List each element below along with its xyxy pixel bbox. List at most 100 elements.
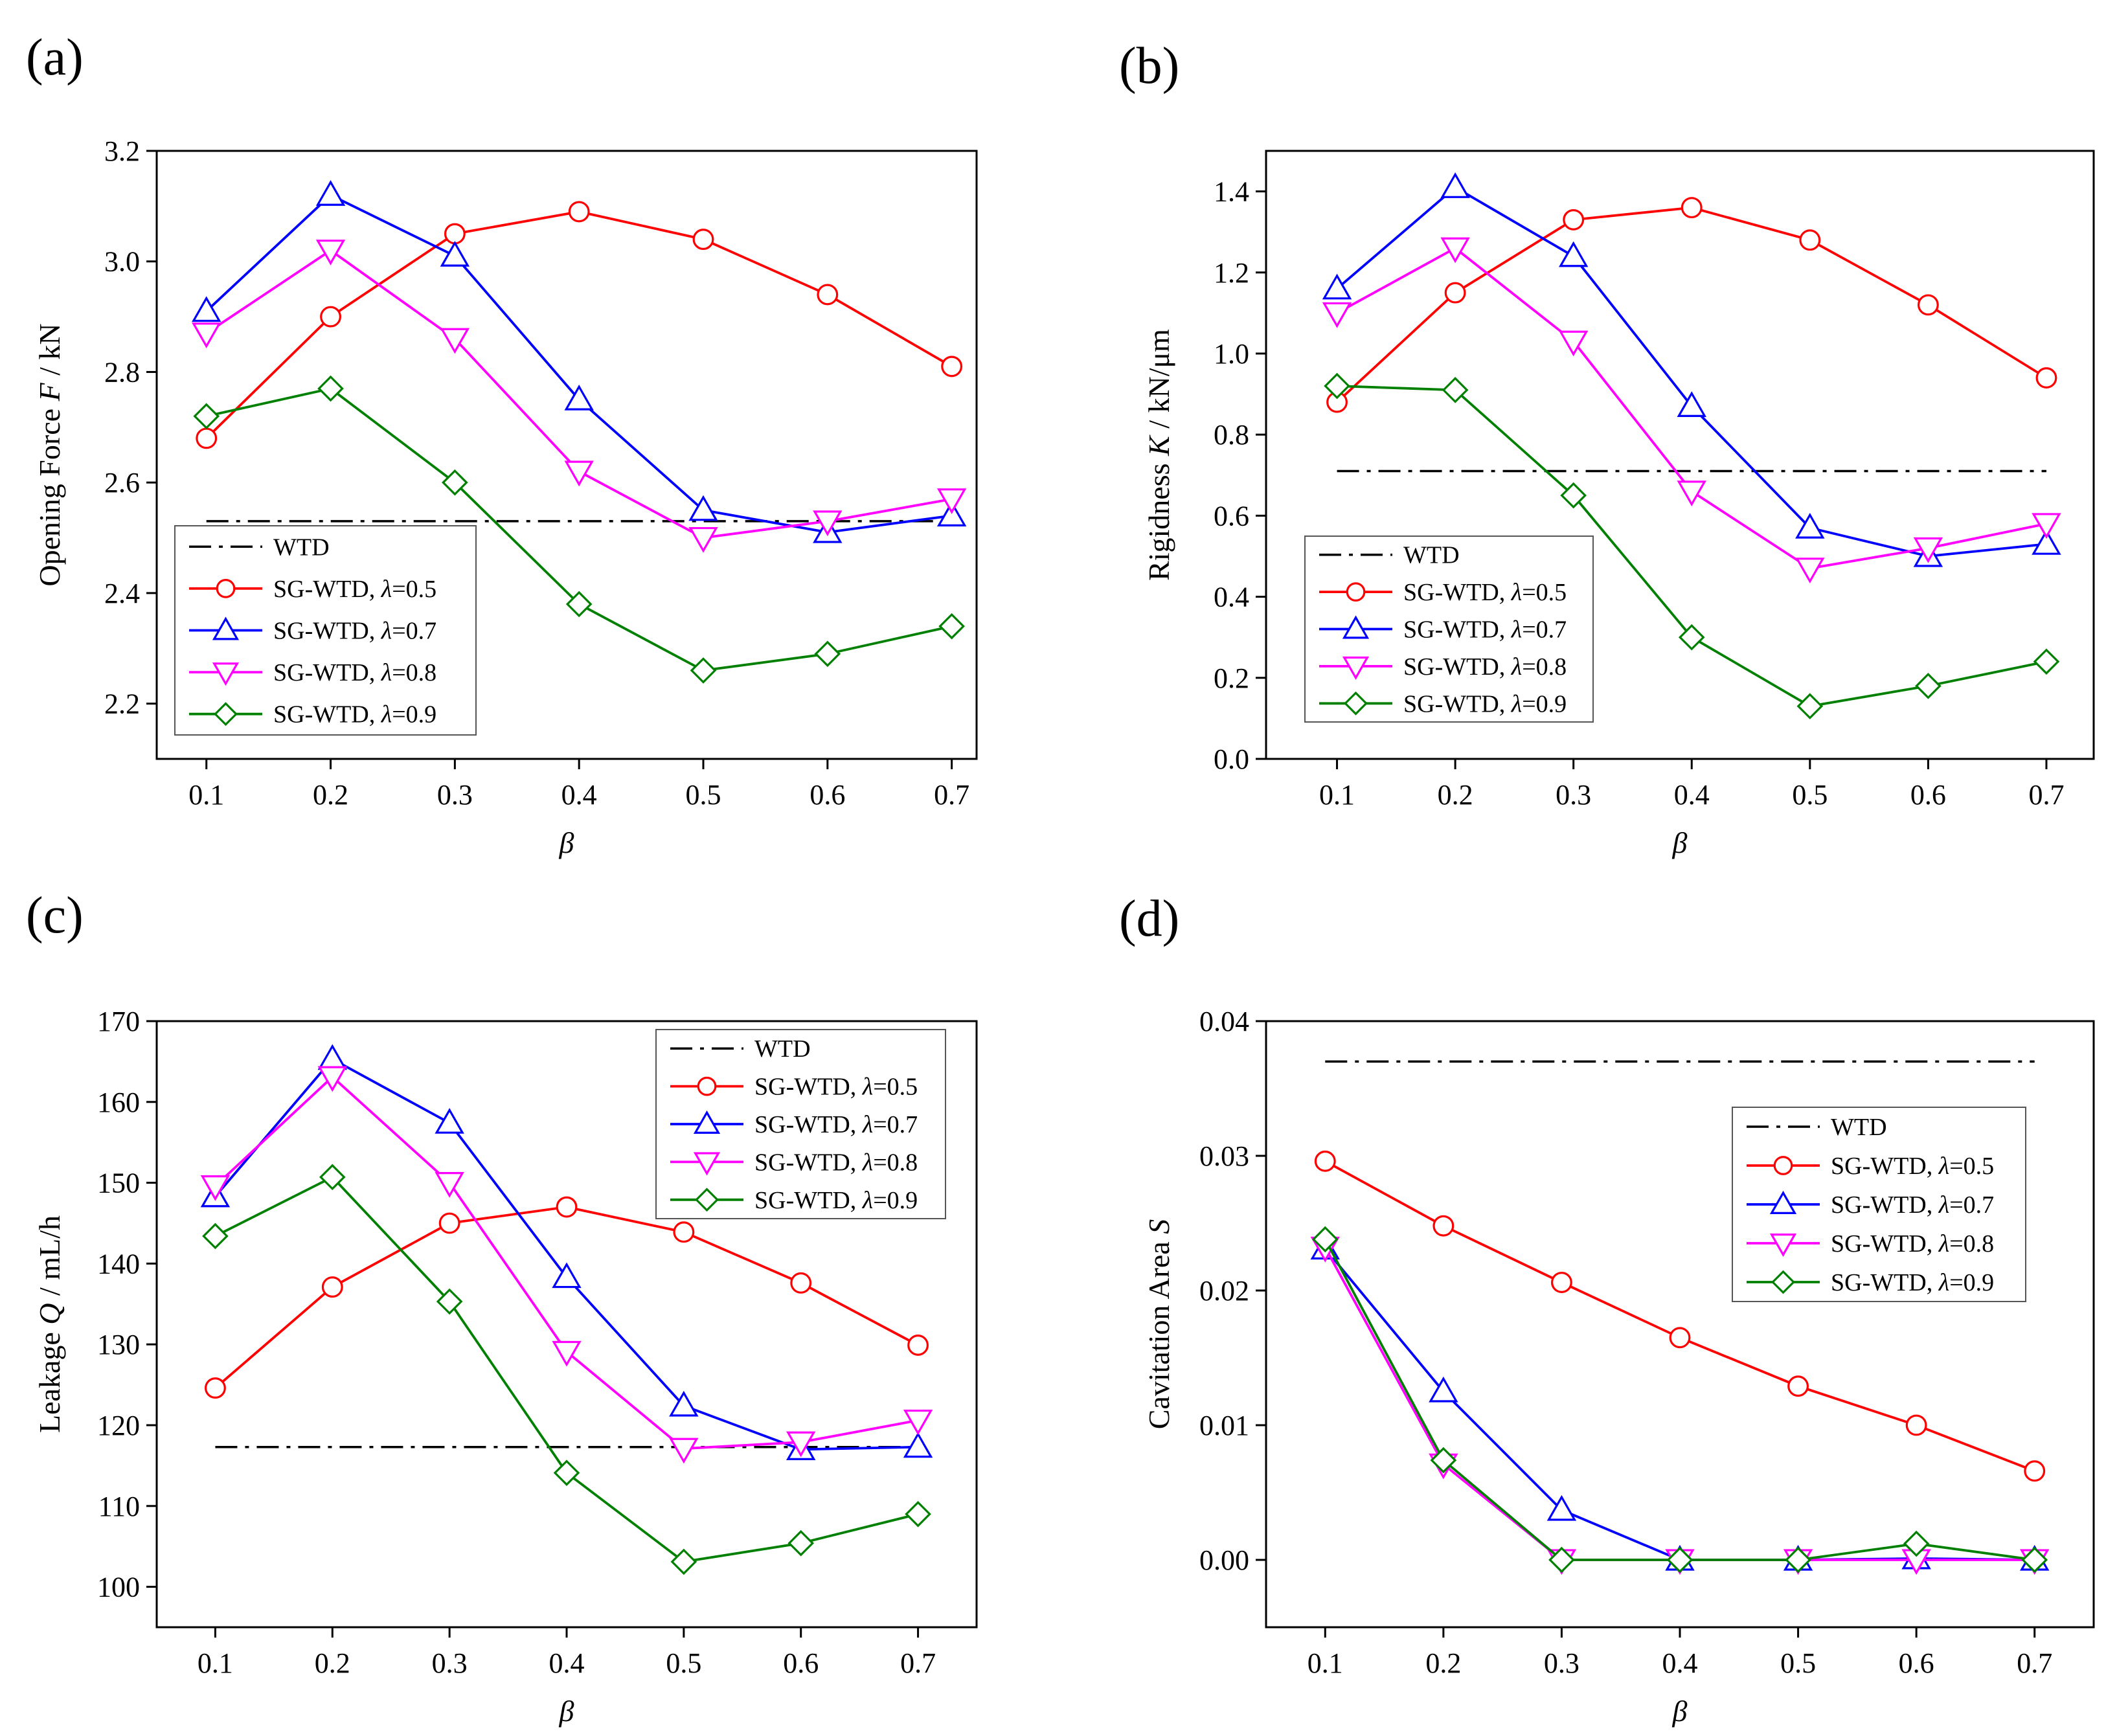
data-point <box>1917 294 1939 316</box>
y-tick-label: 1.0 <box>1214 338 1249 370</box>
data-point <box>938 613 965 640</box>
legend: WTD SG-WTD, λ=0.5 SG-WTD, λ=0.7 SG-WTD, λ=0… <box>655 1029 946 1219</box>
data-point <box>814 640 841 668</box>
x-tick-label: 0.6 <box>1899 1647 1934 1679</box>
y-axis-label: Cavitation Area S <box>1142 1219 1175 1429</box>
x-tick-label: 0.5 <box>686 779 721 811</box>
y-tick-label: 0.0 <box>1214 743 1249 775</box>
series-lambda_0_5 <box>196 201 963 449</box>
x-tick-label: 0.3 <box>432 1647 468 1679</box>
series-line <box>1336 206 2047 403</box>
data-point <box>564 384 594 411</box>
data-point <box>690 657 717 684</box>
data-point <box>1442 377 1469 403</box>
chart-panel-d: (d) 0.1 0.2 0.3 0.4 0.5 0.6 0.7 0.00 0.01 0.02 0.03… <box>1119 890 2095 1728</box>
data-point <box>315 180 346 206</box>
legend-label: SG-WTD, λ=0.8 <box>273 659 436 686</box>
x-tick-label: 0.4 <box>561 779 597 811</box>
data-point <box>673 1221 695 1243</box>
data-point <box>903 1409 933 1436</box>
y-tick-label: 0.02 <box>1199 1275 1249 1307</box>
x-tick-label: 0.6 <box>1910 779 1946 811</box>
legend-label: SG-WTD, λ=0.7 <box>1403 616 1567 644</box>
x-tick-label: 0.7 <box>2017 1647 2052 1679</box>
data-point <box>786 1431 816 1458</box>
data-point <box>205 1377 226 1399</box>
data-point <box>438 1212 460 1234</box>
y-tick-label: 130 <box>97 1329 140 1360</box>
data-point <box>1681 197 1703 219</box>
legend-label: WTD <box>273 534 330 561</box>
x-tick-label: 0.6 <box>783 1647 819 1679</box>
y-tick-label: 2.4 <box>104 578 140 609</box>
data-point <box>1796 693 1824 719</box>
x-tick-label: 0.3 <box>1556 779 1591 811</box>
data-point <box>2032 529 2061 555</box>
data-point <box>202 1223 229 1250</box>
x-tick-label: 0.1 <box>1308 1647 1343 1679</box>
y-tick-label: 0.04 <box>1199 1006 1249 1037</box>
x-tick-label: 0.3 <box>437 779 473 811</box>
x-tick-label: 0.7 <box>2028 779 2064 811</box>
plot-frame <box>1265 150 2095 760</box>
data-point <box>1558 330 1589 357</box>
legend-swatch-marker <box>1344 691 1368 716</box>
x-tick-label: 0.1 <box>1319 779 1355 811</box>
y-tick-label: 110 <box>98 1491 140 1522</box>
data-point <box>1795 513 1825 539</box>
data-point <box>905 1500 931 1527</box>
x-axis-label: β <box>559 1695 574 1728</box>
y-tick-label: 170 <box>97 1006 140 1037</box>
data-point <box>670 1548 697 1575</box>
panel-label: (a) <box>26 29 84 86</box>
data-point <box>1551 1272 1572 1293</box>
series-lambda_0_9 <box>1324 372 2060 719</box>
data-point <box>2032 513 2061 539</box>
y-tick-label: 3.2 <box>104 135 140 167</box>
data-point <box>1795 558 1825 583</box>
series-lambda_0_9 <box>1311 1226 2048 1573</box>
series-lambda_0_5 <box>1326 197 2057 413</box>
series-lambda_0_8 <box>1322 237 2061 583</box>
y-tick-label: 0.03 <box>1199 1140 1249 1172</box>
data-point <box>941 355 963 378</box>
y-tick-label: 150 <box>97 1167 140 1199</box>
data-point <box>319 1164 346 1191</box>
data-point <box>1563 209 1585 231</box>
series-lambda_0_9 <box>202 1164 931 1575</box>
series-lambda_0_5 <box>205 1196 929 1399</box>
x-axis-label: β <box>1672 826 1688 859</box>
data-point <box>440 241 470 267</box>
data-point <box>196 427 218 449</box>
legend-label: SG-WTD, λ=0.8 <box>754 1149 918 1176</box>
legend-label: SG-WTD, λ=0.9 <box>1831 1269 1994 1296</box>
legend-label: SG-WTD, λ=0.8 <box>1831 1230 1994 1257</box>
x-tick-label: 0.2 <box>1438 779 1473 811</box>
panel-label: (d) <box>1119 890 1179 947</box>
legend-swatch-marker <box>1346 582 1366 602</box>
data-point <box>1324 372 1350 400</box>
data-point <box>1314 1150 1336 1172</box>
chart-panel-a: (a) 0.1 0.2 0.3 0.4 0.5 0.6 0.7 2.2 2.4 2.6 2.8 3.0 3… <box>26 29 978 859</box>
legend-swatch-marker <box>1342 656 1370 680</box>
data-point <box>435 1108 464 1134</box>
series-lambda_0_8 <box>192 240 967 553</box>
x-tick-label: 0.6 <box>810 779 845 811</box>
legend: WTD SG-WTD, λ=0.5 SG-WTD, λ=0.7 SG-WTD, λ=0… <box>174 525 477 736</box>
legend-label: SG-WTD, λ=0.5 <box>754 1074 918 1101</box>
data-point <box>317 375 344 402</box>
data-point <box>552 1262 582 1289</box>
legend-swatch-marker <box>1342 615 1370 639</box>
chart-panel-c: (c) 0.1 0.2 0.3 0.4 0.5 0.6 0.7 100 110 120 130 140 1… <box>26 887 978 1728</box>
y-axis-label: Opening Force F / kN <box>33 323 66 586</box>
x-tick-label: 0.5 <box>1792 779 1828 811</box>
y-tick-label: 120 <box>97 1410 140 1441</box>
data-point <box>200 1175 231 1201</box>
y-tick-label: 0.8 <box>1214 419 1249 451</box>
legend-label: SG-WTD, λ=0.7 <box>1831 1191 1994 1219</box>
data-point <box>1430 1447 1457 1474</box>
data-point <box>317 1044 347 1070</box>
data-point <box>669 1437 699 1464</box>
y-axis-label: Rigidness K / kN/μm <box>1142 329 1175 581</box>
y-tick-label: 0.4 <box>1214 581 1249 613</box>
